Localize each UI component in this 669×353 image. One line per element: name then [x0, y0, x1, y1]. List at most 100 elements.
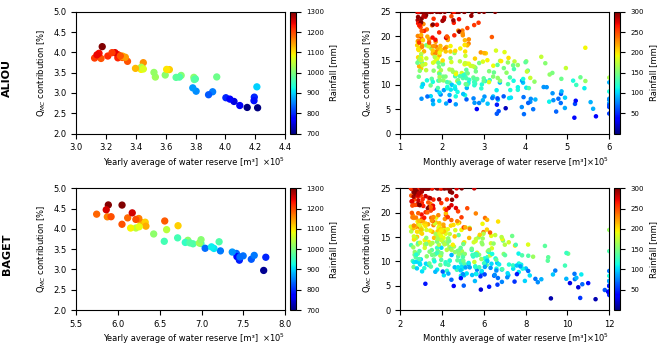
Point [431, 49, 442, 55]
Point [539, 84, 549, 90]
Point [585, 99, 596, 105]
Point [416, 58, 427, 63]
Point [488, 63, 498, 68]
Point [425, 264, 436, 269]
Point [434, 223, 445, 229]
Point [501, 70, 512, 76]
Point [411, 235, 421, 241]
Point [440, 186, 450, 191]
Point [409, 197, 419, 202]
Point [429, 252, 440, 257]
Point [588, 106, 599, 112]
Point [415, 9, 426, 15]
Point [414, 64, 425, 69]
Point [447, 9, 458, 15]
Point [577, 281, 587, 287]
Point [504, 262, 514, 267]
Point [417, 62, 428, 68]
Point [448, 9, 459, 15]
Point [456, 258, 466, 264]
Text: BAGET: BAGET [2, 233, 11, 275]
Point [476, 268, 487, 274]
Point [417, 227, 427, 233]
Point [134, 224, 145, 229]
Point [138, 66, 149, 72]
Point [500, 106, 511, 111]
Point [411, 215, 421, 220]
Point [447, 9, 458, 15]
Point [415, 193, 426, 198]
Point [207, 89, 218, 95]
Point [474, 232, 485, 238]
Point [442, 84, 453, 90]
Point [467, 9, 478, 15]
Point [453, 264, 464, 270]
Point [419, 245, 430, 251]
Point [420, 193, 431, 199]
Point [487, 251, 498, 257]
Point [409, 186, 420, 191]
Point [445, 186, 456, 191]
Point [408, 186, 419, 191]
Point [444, 205, 454, 211]
Point [410, 186, 421, 191]
Point [473, 234, 484, 240]
Point [442, 227, 453, 232]
Point [130, 225, 141, 231]
Point [435, 186, 446, 191]
Point [547, 70, 558, 76]
Point [425, 201, 436, 207]
Point [457, 28, 468, 34]
Point [450, 71, 461, 77]
X-axis label: Yearly average of water reserve [m³]: Yearly average of water reserve [m³] [103, 334, 258, 343]
Point [407, 258, 418, 264]
Point [89, 55, 100, 61]
Point [530, 97, 541, 102]
Point [187, 85, 198, 91]
Point [450, 264, 460, 270]
Point [523, 268, 534, 274]
Point [472, 267, 482, 273]
Point [454, 232, 464, 238]
Point [434, 233, 445, 238]
Point [407, 215, 417, 220]
Point [604, 102, 615, 108]
Point [413, 240, 423, 246]
Point [416, 28, 427, 34]
Point [433, 78, 444, 83]
Point [434, 98, 445, 104]
Point [414, 9, 425, 15]
Point [486, 240, 496, 246]
Point [463, 261, 474, 267]
Point [423, 186, 434, 191]
Point [418, 21, 429, 27]
Point [490, 232, 500, 238]
Point [449, 50, 460, 56]
Point [460, 53, 471, 59]
Point [604, 97, 615, 103]
Point [423, 239, 434, 245]
Y-axis label: Q$_{MC}$ contribution [%]: Q$_{MC}$ contribution [%] [362, 205, 375, 293]
Point [427, 186, 438, 191]
Point [417, 189, 427, 195]
Point [444, 231, 455, 237]
Point [604, 100, 615, 106]
Point [460, 49, 470, 54]
Point [508, 263, 518, 268]
Point [439, 15, 450, 20]
Point [604, 278, 615, 284]
Point [479, 256, 490, 261]
Point [476, 270, 487, 276]
Point [422, 210, 433, 215]
Point [475, 274, 486, 279]
Point [425, 204, 436, 210]
Point [469, 76, 480, 82]
Point [462, 271, 472, 276]
Point [468, 239, 479, 245]
Point [438, 61, 448, 67]
Point [409, 186, 419, 191]
Point [561, 65, 571, 71]
Point [460, 251, 470, 257]
Point [453, 9, 464, 15]
Point [453, 28, 464, 34]
